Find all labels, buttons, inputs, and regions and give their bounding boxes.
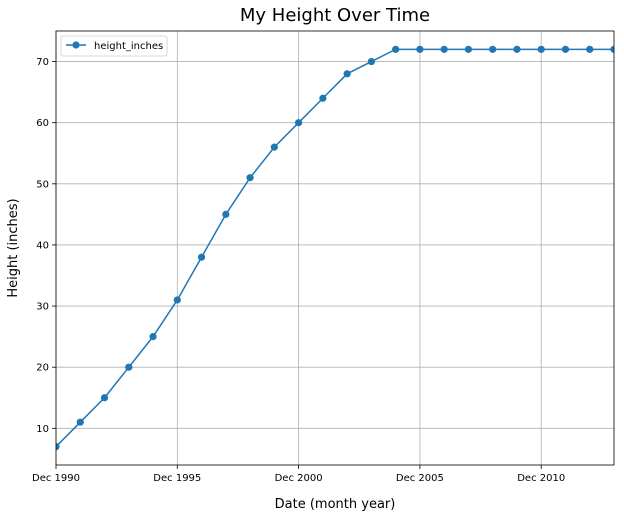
- axes-ticks: Dec 1990 Dec 1995 Dec 2000 Dec 2005 Dec 2010…: [32, 57, 565, 484]
- chart-title: My Height Over Time: [240, 5, 430, 26]
- data-point: [392, 45, 400, 53]
- data-point: [319, 94, 327, 102]
- data-point: [295, 119, 303, 127]
- data-point: [173, 296, 181, 304]
- data-point: [367, 57, 375, 66]
- data-point: [149, 333, 157, 341]
- series-height_inches: [56, 45, 614, 451]
- y-tick-label: 70: [36, 57, 49, 68]
- data-point: [343, 70, 351, 78]
- data-point: [270, 143, 278, 151]
- y-tick-label: 10: [36, 424, 49, 435]
- y-tick-label: 50: [36, 179, 49, 190]
- legend-box: [60, 35, 168, 57]
- series-layer: [56, 45, 614, 451]
- data-point: [513, 45, 521, 53]
- y-axis-label: Height (inches): [6, 198, 21, 297]
- x-tick-label: Dec 2005: [396, 473, 444, 484]
- data-point: [222, 210, 230, 218]
- data-point: [197, 253, 206, 261]
- data-point: [246, 174, 254, 182]
- x-tick-label: Dec 1990: [32, 473, 80, 484]
- legend-label: height_inches: [94, 41, 163, 52]
- data-point: [416, 45, 424, 53]
- data-point: [586, 45, 594, 53]
- grid-lines: [55, 31, 614, 465]
- legend: height_inches: [60, 35, 168, 57]
- x-tick-label: Dec 2010: [517, 473, 565, 484]
- data-point: [610, 45, 614, 53]
- y-tick-label: 60: [36, 118, 49, 129]
- x-tick-label: Dec 2000: [275, 473, 323, 484]
- data-point: [537, 45, 545, 53]
- data-point: [56, 443, 60, 451]
- data-point: [489, 45, 497, 53]
- data-point: [125, 363, 133, 371]
- y-tick-label: 40: [36, 240, 49, 251]
- data-point: [100, 394, 109, 402]
- data-point: [76, 418, 84, 426]
- data-point: [440, 45, 448, 53]
- plot-frame: [55, 30, 615, 466]
- legend-marker: [72, 41, 80, 49]
- data-point: [464, 45, 473, 53]
- x-tick-label: Dec 1995: [153, 473, 201, 484]
- x-axis-label: Date (month year): [275, 497, 396, 512]
- y-tick-label: 20: [36, 363, 49, 374]
- series-line: [56, 48, 614, 448]
- data-point: [561, 45, 570, 53]
- y-tick-label: 30: [36, 302, 49, 313]
